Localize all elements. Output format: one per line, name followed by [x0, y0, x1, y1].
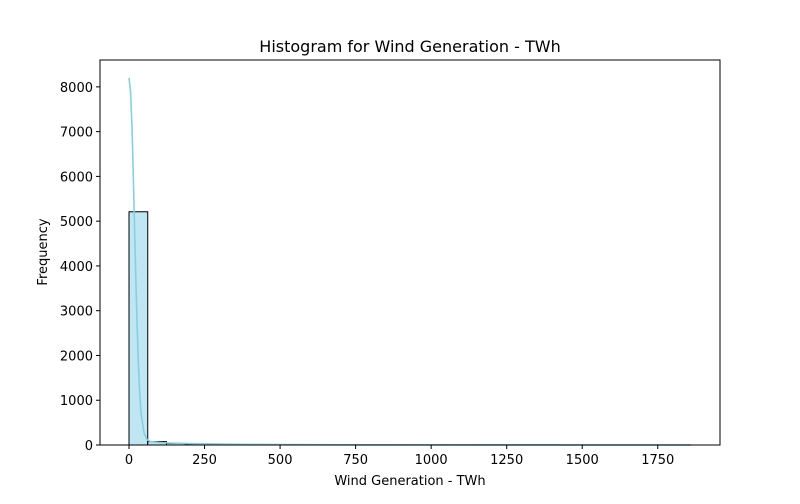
histogram-bar: [129, 212, 148, 445]
x-tick-label: 750: [343, 453, 368, 468]
y-axis: 0 1000 2000 3000 4000 5000 6000 7000 8000: [60, 81, 100, 454]
x-tick-label: 1250: [490, 453, 523, 468]
y-axis-label: Frequency: [36, 218, 51, 285]
y-tick-label: 2000: [60, 349, 93, 364]
x-tick-label: 1500: [566, 453, 599, 468]
chart-title: Histogram for Wind Generation - TWh: [259, 37, 560, 56]
y-tick-label: 8000: [60, 81, 93, 96]
y-tick-label: 6000: [60, 170, 93, 185]
y-tick-label: 7000: [60, 126, 93, 141]
y-tick-label: 4000: [60, 260, 93, 275]
x-tick-label: 0: [125, 453, 133, 468]
y-tick-label: 5000: [60, 215, 93, 230]
x-tick-label: 1750: [641, 453, 674, 468]
x-tick-label: 1000: [415, 453, 448, 468]
plot-frame: [100, 60, 720, 445]
kde-curve: [129, 78, 691, 445]
x-tick-label: 250: [192, 453, 217, 468]
y-tick-label: 0: [85, 439, 93, 454]
bars-layer: [129, 212, 691, 445]
kde-layer: [129, 78, 691, 445]
y-tick-label: 1000: [60, 394, 93, 409]
x-axis: 0 250 500 750 1000 1250 1500 1750: [125, 445, 674, 468]
y-tick-label: 3000: [60, 305, 93, 320]
x-axis-label: Wind Generation - TWh: [334, 474, 485, 489]
x-tick-label: 500: [268, 453, 293, 468]
